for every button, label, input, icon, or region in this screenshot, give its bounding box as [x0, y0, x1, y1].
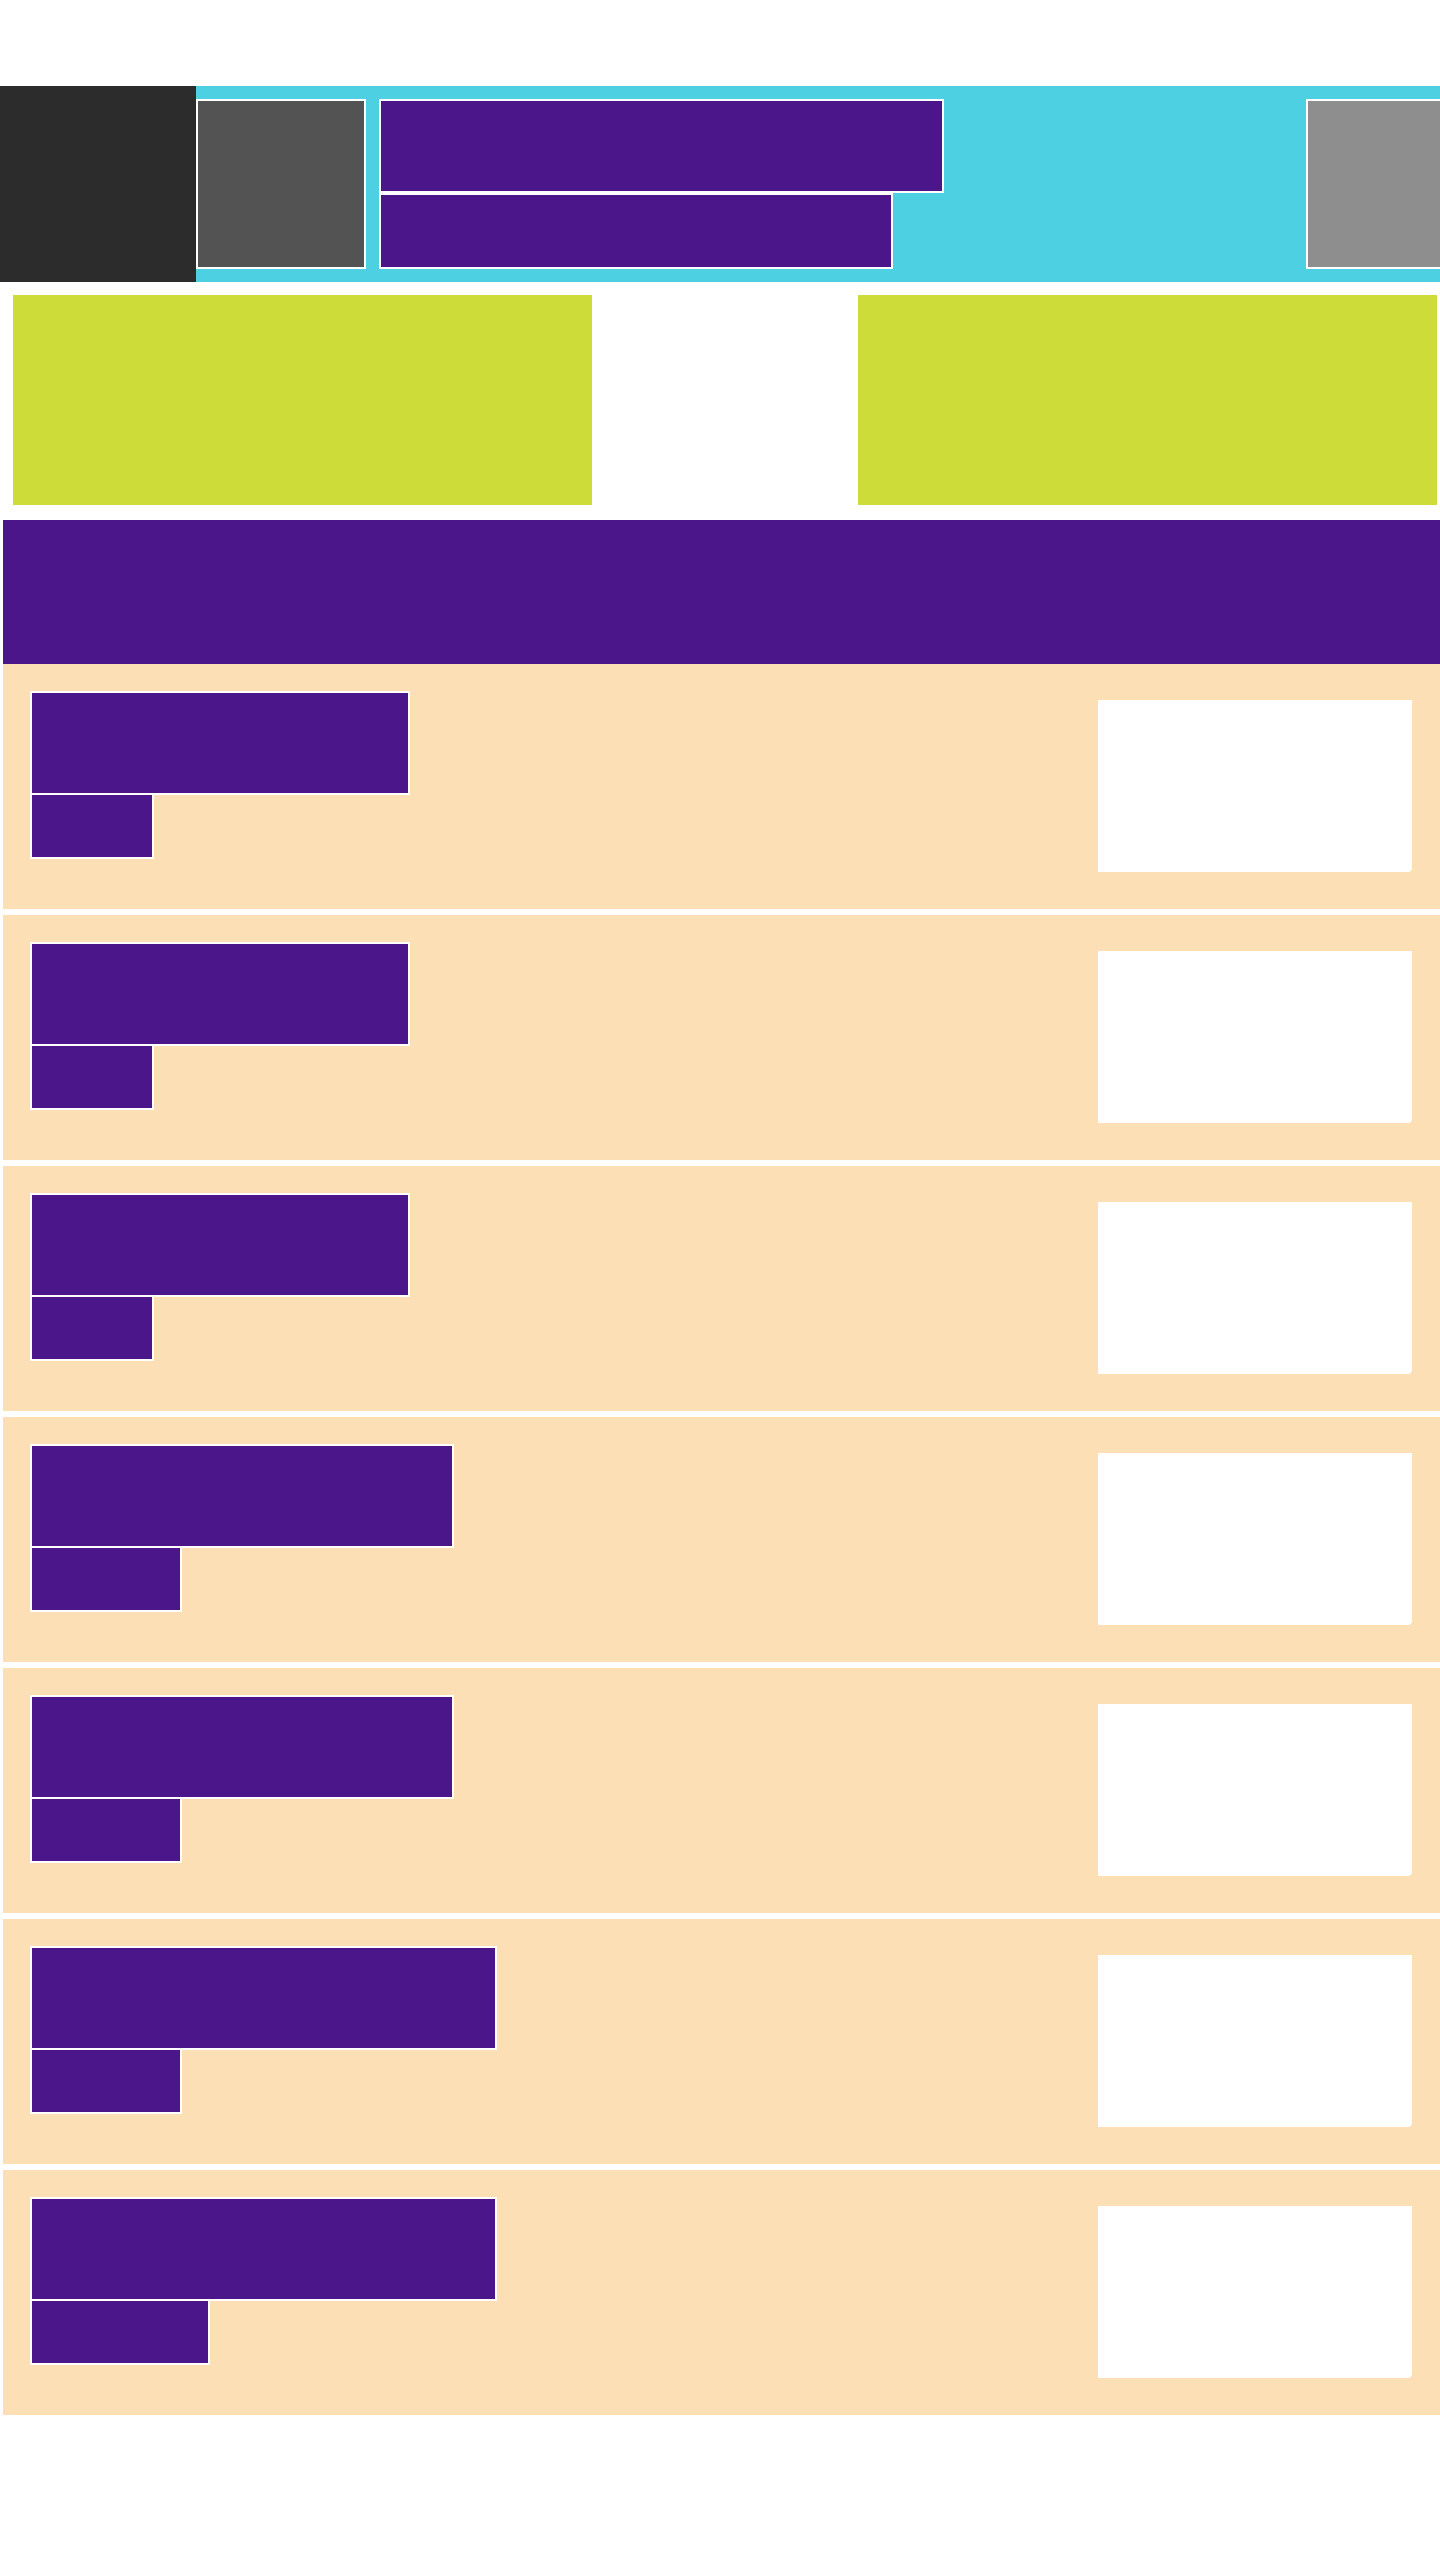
list-item-title — [30, 942, 410, 1046]
list-item-subtitle — [30, 1295, 154, 1361]
nav-drawer-button[interactable] — [0, 86, 196, 282]
list-item[interactable] — [3, 664, 1440, 909]
list-item-thumbnail[interactable] — [1098, 700, 1412, 872]
item-list — [3, 664, 1440, 2421]
list-item[interactable] — [3, 2170, 1440, 2415]
list-item-thumbnail[interactable] — [1098, 1955, 1412, 2127]
list-item-subtitle — [30, 2048, 182, 2114]
list-item-subtitle — [30, 1546, 182, 1612]
list-item-title — [30, 691, 410, 795]
list-item-subtitle — [30, 793, 154, 859]
list-item-thumbnail[interactable] — [1098, 1704, 1412, 1876]
header-action-button[interactable] — [1306, 99, 1440, 269]
app-header — [0, 86, 1440, 282]
list-item-subtitle — [30, 1044, 154, 1110]
header-subtitle-block — [379, 193, 893, 269]
list-item-subtitle — [30, 2299, 210, 2365]
list-item-title — [30, 1695, 454, 1799]
list-item-thumbnail[interactable] — [1098, 2206, 1412, 2378]
list-item[interactable] — [3, 1166, 1440, 1411]
list-item-thumbnail[interactable] — [1098, 1202, 1412, 1374]
list-item-title — [30, 1946, 497, 2050]
list-item[interactable] — [3, 1668, 1440, 1913]
feature-tile-right[interactable] — [858, 295, 1437, 505]
list-item[interactable] — [3, 1919, 1440, 2164]
list-item-title — [30, 1193, 410, 1297]
list-item-title — [30, 1444, 454, 1548]
section-banner — [3, 520, 1440, 664]
list-item-subtitle — [30, 1797, 182, 1863]
list-item-thumbnail[interactable] — [1098, 951, 1412, 1123]
list-item[interactable] — [3, 1417, 1440, 1662]
list-item[interactable] — [3, 915, 1440, 1160]
header-title-block — [379, 99, 944, 193]
list-item-thumbnail[interactable] — [1098, 1453, 1412, 1625]
feature-tile-left[interactable] — [13, 295, 592, 505]
list-item-title — [30, 2197, 497, 2301]
nav-back-button[interactable] — [196, 99, 366, 269]
